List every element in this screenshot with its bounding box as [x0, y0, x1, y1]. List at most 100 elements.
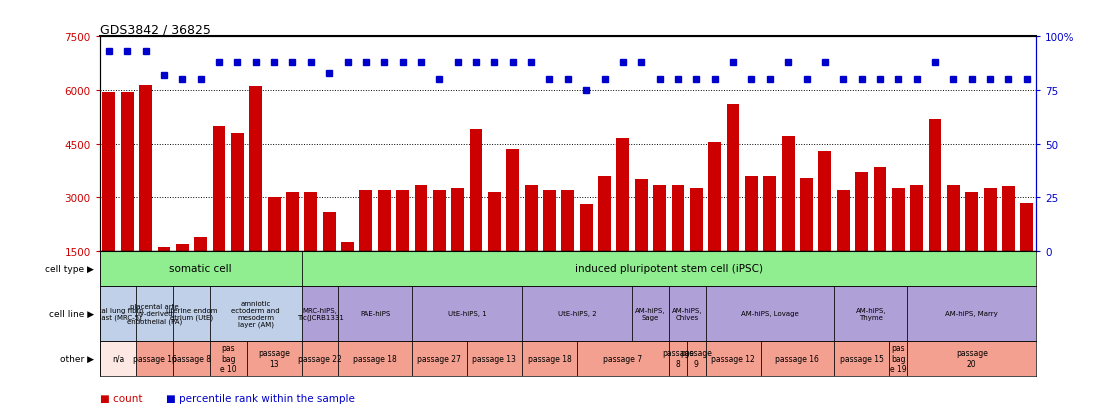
Text: fetal lung fibro
blast (MRC-5): fetal lung fibro blast (MRC-5) [92, 307, 144, 320]
Bar [522, 286, 632, 341]
Bar [470, 130, 482, 305]
Bar [907, 341, 1036, 376]
Bar [102, 93, 115, 305]
Text: cell line ▶: cell line ▶ [49, 309, 94, 318]
Bar [708, 142, 721, 305]
Text: n/a: n/a [112, 354, 124, 363]
Bar [301, 341, 338, 376]
Text: passage
8: passage 8 [663, 349, 694, 368]
Bar [616, 139, 629, 305]
Bar [1002, 187, 1015, 305]
Bar [338, 341, 412, 376]
Text: UtE-hiPS, 2: UtE-hiPS, 2 [557, 311, 596, 316]
Bar [176, 244, 188, 305]
Bar [338, 286, 412, 341]
Bar [412, 341, 466, 376]
Bar [286, 192, 299, 305]
Text: passage 18: passage 18 [353, 354, 397, 363]
Bar [488, 192, 501, 305]
Text: cell type ▶: cell type ▶ [45, 264, 94, 273]
Bar [947, 185, 960, 305]
Text: ■ count: ■ count [100, 393, 142, 403]
Text: passage 22: passage 22 [298, 354, 342, 363]
Bar [173, 341, 209, 376]
Text: passage
9: passage 9 [680, 349, 712, 368]
Bar [706, 341, 760, 376]
Bar [209, 341, 247, 376]
Bar [669, 341, 687, 376]
Text: passage 16: passage 16 [776, 354, 819, 363]
Bar [760, 341, 834, 376]
Text: passage 8: passage 8 [172, 354, 211, 363]
Bar [834, 286, 907, 341]
Bar [100, 251, 301, 286]
Bar [965, 192, 978, 305]
Bar [562, 191, 574, 305]
Bar [632, 286, 669, 341]
Bar [892, 189, 905, 305]
Bar [268, 198, 280, 305]
Bar [136, 341, 173, 376]
Bar [209, 286, 301, 341]
Bar [140, 85, 152, 305]
Bar [745, 176, 758, 305]
Bar [543, 191, 556, 305]
Text: passage 7: passage 7 [604, 354, 643, 363]
Bar [889, 341, 907, 376]
Bar [598, 176, 611, 305]
Text: passage 15: passage 15 [840, 354, 883, 363]
Bar [230, 133, 244, 305]
Bar [359, 191, 372, 305]
Bar [929, 119, 942, 305]
Bar [522, 341, 577, 376]
Text: other ▶: other ▶ [60, 354, 94, 363]
Text: MRC-hiPS,
Tic(JCRB1331: MRC-hiPS, Tic(JCRB1331 [297, 307, 343, 320]
Bar [157, 248, 171, 305]
Bar [100, 286, 136, 341]
Bar [341, 242, 353, 305]
Text: passage
13: passage 13 [258, 349, 290, 368]
Text: passage 18: passage 18 [527, 354, 572, 363]
Text: AM-hiPS,
Chives: AM-hiPS, Chives [671, 307, 702, 320]
Bar [412, 286, 522, 341]
Bar [855, 173, 868, 305]
Bar [763, 176, 777, 305]
Bar [635, 180, 648, 305]
Text: pas
bag
e 19: pas bag e 19 [890, 344, 906, 373]
Bar [1020, 203, 1034, 305]
Text: uterine endom
etrium (UtE): uterine endom etrium (UtE) [166, 307, 217, 320]
Bar [800, 178, 813, 305]
Text: passage 16: passage 16 [133, 354, 177, 363]
Bar [247, 341, 301, 376]
Bar [984, 189, 996, 305]
Text: amniotic
ectoderm and
mesoderm
layer (AM): amniotic ectoderm and mesoderm layer (AM… [232, 300, 280, 327]
Bar [414, 185, 428, 305]
Bar [782, 137, 794, 305]
Bar [706, 286, 834, 341]
Bar [687, 341, 706, 376]
Bar [194, 237, 207, 305]
Bar [121, 93, 134, 305]
Text: passage
20: passage 20 [956, 349, 987, 368]
Text: AM-hiPS,
Thyme: AM-hiPS, Thyme [855, 307, 886, 320]
Bar [506, 150, 520, 305]
Bar [466, 341, 522, 376]
Bar [301, 286, 338, 341]
Text: passage 13: passage 13 [472, 354, 516, 363]
Text: GDS3842 / 36825: GDS3842 / 36825 [100, 23, 211, 36]
Bar [433, 191, 445, 305]
Bar [690, 189, 702, 305]
Text: passage 27: passage 27 [418, 354, 461, 363]
Text: ■ percentile rank within the sample: ■ percentile rank within the sample [166, 393, 355, 403]
Bar [100, 341, 136, 376]
Text: passage 12: passage 12 [711, 354, 755, 363]
Bar [397, 191, 409, 305]
Bar [579, 205, 593, 305]
Bar [249, 87, 263, 305]
Text: somatic cell: somatic cell [170, 264, 232, 274]
Bar [213, 126, 225, 305]
Text: AM-hiPS, Lovage: AM-hiPS, Lovage [741, 311, 799, 316]
Bar [873, 167, 886, 305]
Bar [834, 341, 889, 376]
Bar [525, 185, 537, 305]
